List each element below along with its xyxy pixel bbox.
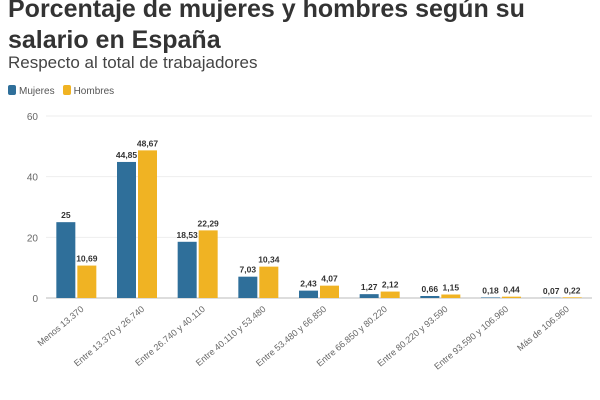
bar-hombres [77,265,97,298]
legend-label: Hombres [73,86,115,97]
data-label: 2,12 [382,280,399,290]
bar-hombres [138,150,157,298]
bar-mujeres [359,294,379,298]
y-tick-label: 40 [27,173,39,184]
data-label: 0,66 [422,284,439,294]
bar-mujeres [117,161,136,298]
bar-hombres [441,294,461,298]
legend-item-hombres: Hombres [62,85,115,97]
y-tick-label: 0 [32,294,38,305]
legend: Mujeres Hombres [8,85,114,97]
bar-hombres [320,285,339,298]
legend-swatch-hombres [62,85,71,95]
data-label: 48,67 [137,138,159,148]
bar-hombres [502,296,521,298]
bar-mujeres [177,241,197,298]
data-label: 0,18 [482,285,499,295]
data-label: 10,69 [76,254,98,264]
y-tick-label: 20 [27,233,39,244]
data-label: 0,07 [543,286,560,296]
x-tick-label: Más de 106.960 [515,304,571,353]
legend-label: Mujeres [19,86,55,97]
legend-item-mujeres: Mujeres [8,85,55,97]
bar-hombres [198,230,218,298]
bar-mujeres [481,297,500,298]
bar-mujeres [238,276,258,298]
bar-hombres [380,291,400,298]
bar-mujeres [299,290,318,298]
data-label: 10,34 [258,255,280,265]
data-label: 0,44 [503,285,520,295]
x-tick-label: Menos 13.370 [35,304,85,348]
y-tick-label: 60 [27,112,39,123]
data-label: 0,22 [564,285,581,295]
data-label: 22,29 [198,218,220,228]
chart-title: Porcentaje de mujeres y hombres según su… [8,0,525,54]
data-label: 18,53 [177,230,199,240]
data-label: 44,85 [116,150,138,160]
bar-mujeres [420,295,440,298]
data-label: 7,03 [240,265,257,275]
data-label: 1,27 [361,282,378,292]
data-label: 2,43 [300,279,317,289]
chart-subtitle: Respecto al total de trabajadores [8,53,258,72]
bar-hombres [259,266,279,298]
data-label: 4,07 [321,274,338,284]
data-label: 25 [61,210,71,220]
bar-hombres [562,297,582,298]
bar-mujeres [56,222,76,298]
legend-swatch-mujeres [8,85,16,95]
data-label: 1,15 [443,283,460,293]
